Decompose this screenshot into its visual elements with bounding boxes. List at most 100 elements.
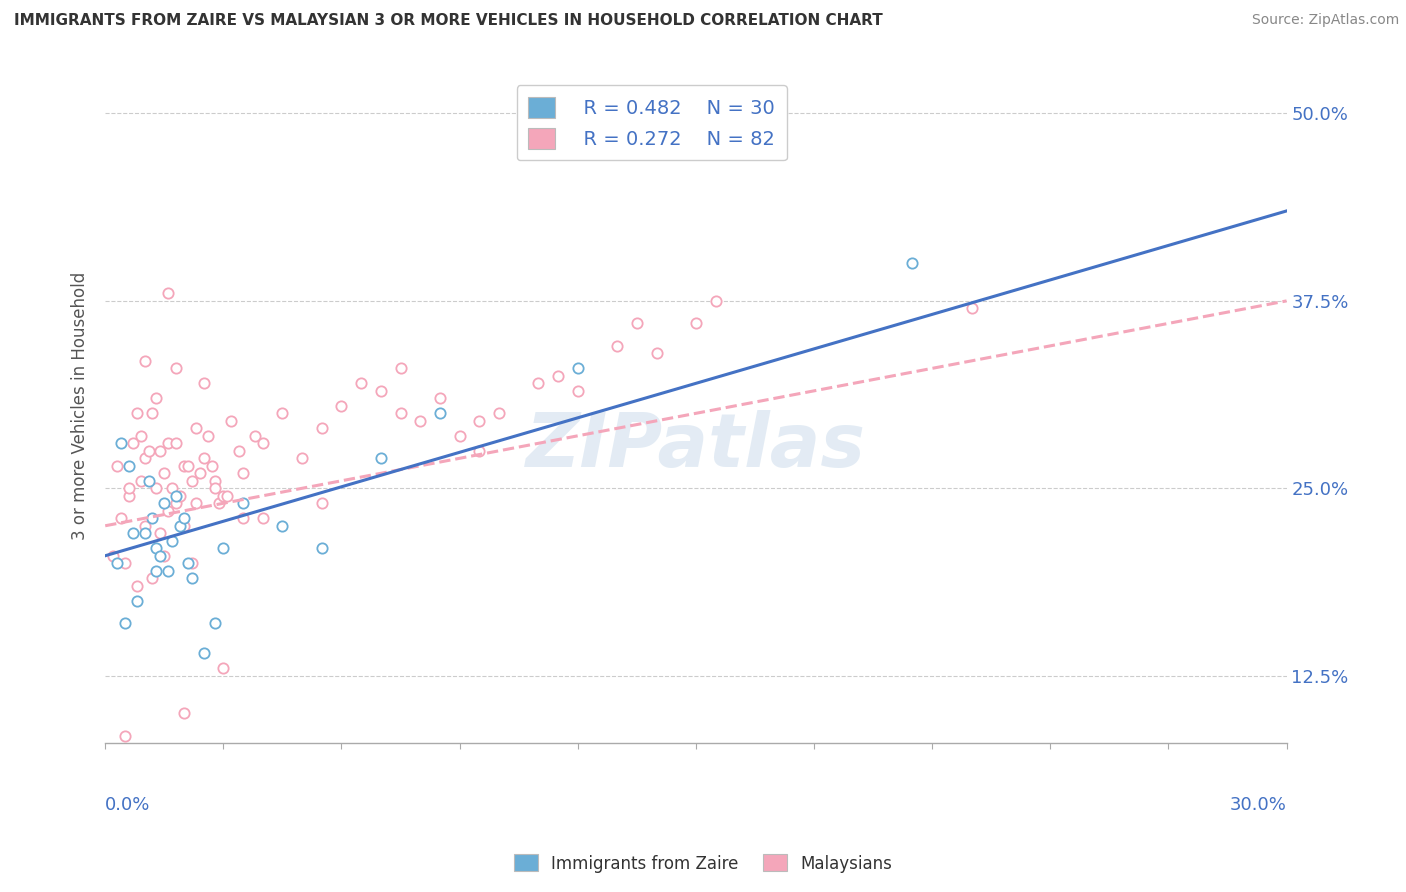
Point [129, 429, 152, 443]
Point [193, 451, 215, 466]
Point [177, 458, 200, 473]
Point [547, 368, 569, 383]
Point [567, 384, 589, 398]
Point [114, 556, 136, 570]
Point [212, 661, 235, 675]
Point [165, 436, 187, 450]
Point [145, 564, 167, 578]
Point [370, 451, 392, 466]
Y-axis label: 3 or more Vehicles in Household: 3 or more Vehicles in Household [72, 272, 89, 540]
Point [141, 406, 163, 420]
Point [129, 474, 152, 488]
Point [409, 414, 432, 428]
Point [169, 518, 191, 533]
Point [180, 474, 202, 488]
Point [204, 616, 226, 631]
Point [291, 451, 314, 466]
Point [101, 549, 124, 563]
Point [138, 443, 160, 458]
Point [468, 443, 491, 458]
Point [134, 518, 156, 533]
Point [271, 406, 294, 420]
Point [149, 526, 172, 541]
Point [389, 406, 412, 420]
Point [138, 474, 160, 488]
Text: ZIPatlas: ZIPatlas [526, 409, 866, 483]
Point [134, 451, 156, 466]
Point [252, 436, 274, 450]
Point [141, 571, 163, 585]
Point [173, 518, 195, 533]
Point [125, 579, 148, 593]
Legend:   R = 0.482    N = 30,   R = 0.272    N = 82: R = 0.482 N = 30, R = 0.272 N = 82 [516, 85, 786, 161]
Point [160, 481, 183, 495]
Point [232, 467, 254, 481]
Point [110, 511, 132, 525]
Point [118, 489, 141, 503]
Point [153, 467, 176, 481]
Text: Source: ZipAtlas.com: Source: ZipAtlas.com [1251, 13, 1399, 28]
Point [232, 511, 254, 525]
Point [252, 511, 274, 525]
Point [208, 496, 231, 510]
Point [180, 556, 202, 570]
Point [389, 361, 412, 376]
Point [118, 481, 141, 495]
Point [134, 526, 156, 541]
Point [350, 376, 373, 391]
Point [685, 317, 707, 331]
Point [228, 443, 250, 458]
Point [429, 406, 451, 420]
Point [165, 489, 187, 503]
Point [330, 399, 353, 413]
Point [105, 458, 128, 473]
Point [173, 706, 195, 721]
Point [165, 496, 187, 510]
Point [114, 729, 136, 743]
Point [271, 518, 294, 533]
Point [193, 376, 215, 391]
Point [157, 436, 180, 450]
Point [311, 541, 333, 556]
Point [134, 354, 156, 368]
Point [200, 458, 222, 473]
Point [243, 429, 266, 443]
Text: 0.0%: 0.0% [105, 796, 150, 814]
Point [901, 256, 924, 270]
Point [193, 646, 215, 660]
Point [121, 436, 143, 450]
Point [145, 481, 167, 495]
Point [114, 616, 136, 631]
Point [145, 392, 167, 406]
Point [212, 541, 235, 556]
Legend: Immigrants from Zaire, Malaysians: Immigrants from Zaire, Malaysians [508, 847, 898, 880]
Point [197, 429, 219, 443]
Point [488, 406, 510, 420]
Point [110, 436, 132, 450]
Point [141, 511, 163, 525]
Point [645, 346, 668, 360]
Point [527, 376, 550, 391]
Point [145, 541, 167, 556]
Point [118, 458, 141, 473]
Point [567, 361, 589, 376]
Point [449, 429, 471, 443]
Point [177, 556, 200, 570]
Point [219, 414, 242, 428]
Point [125, 593, 148, 607]
Point [180, 571, 202, 585]
Point [704, 293, 727, 308]
Point [626, 317, 648, 331]
Point [311, 496, 333, 510]
Point [157, 504, 180, 518]
Point [160, 533, 183, 548]
Point [960, 301, 983, 316]
Point [121, 526, 143, 541]
Point [157, 564, 180, 578]
Point [169, 489, 191, 503]
Point [204, 481, 226, 495]
Point [173, 511, 195, 525]
Point [153, 496, 176, 510]
Point [149, 443, 172, 458]
Point [125, 406, 148, 420]
